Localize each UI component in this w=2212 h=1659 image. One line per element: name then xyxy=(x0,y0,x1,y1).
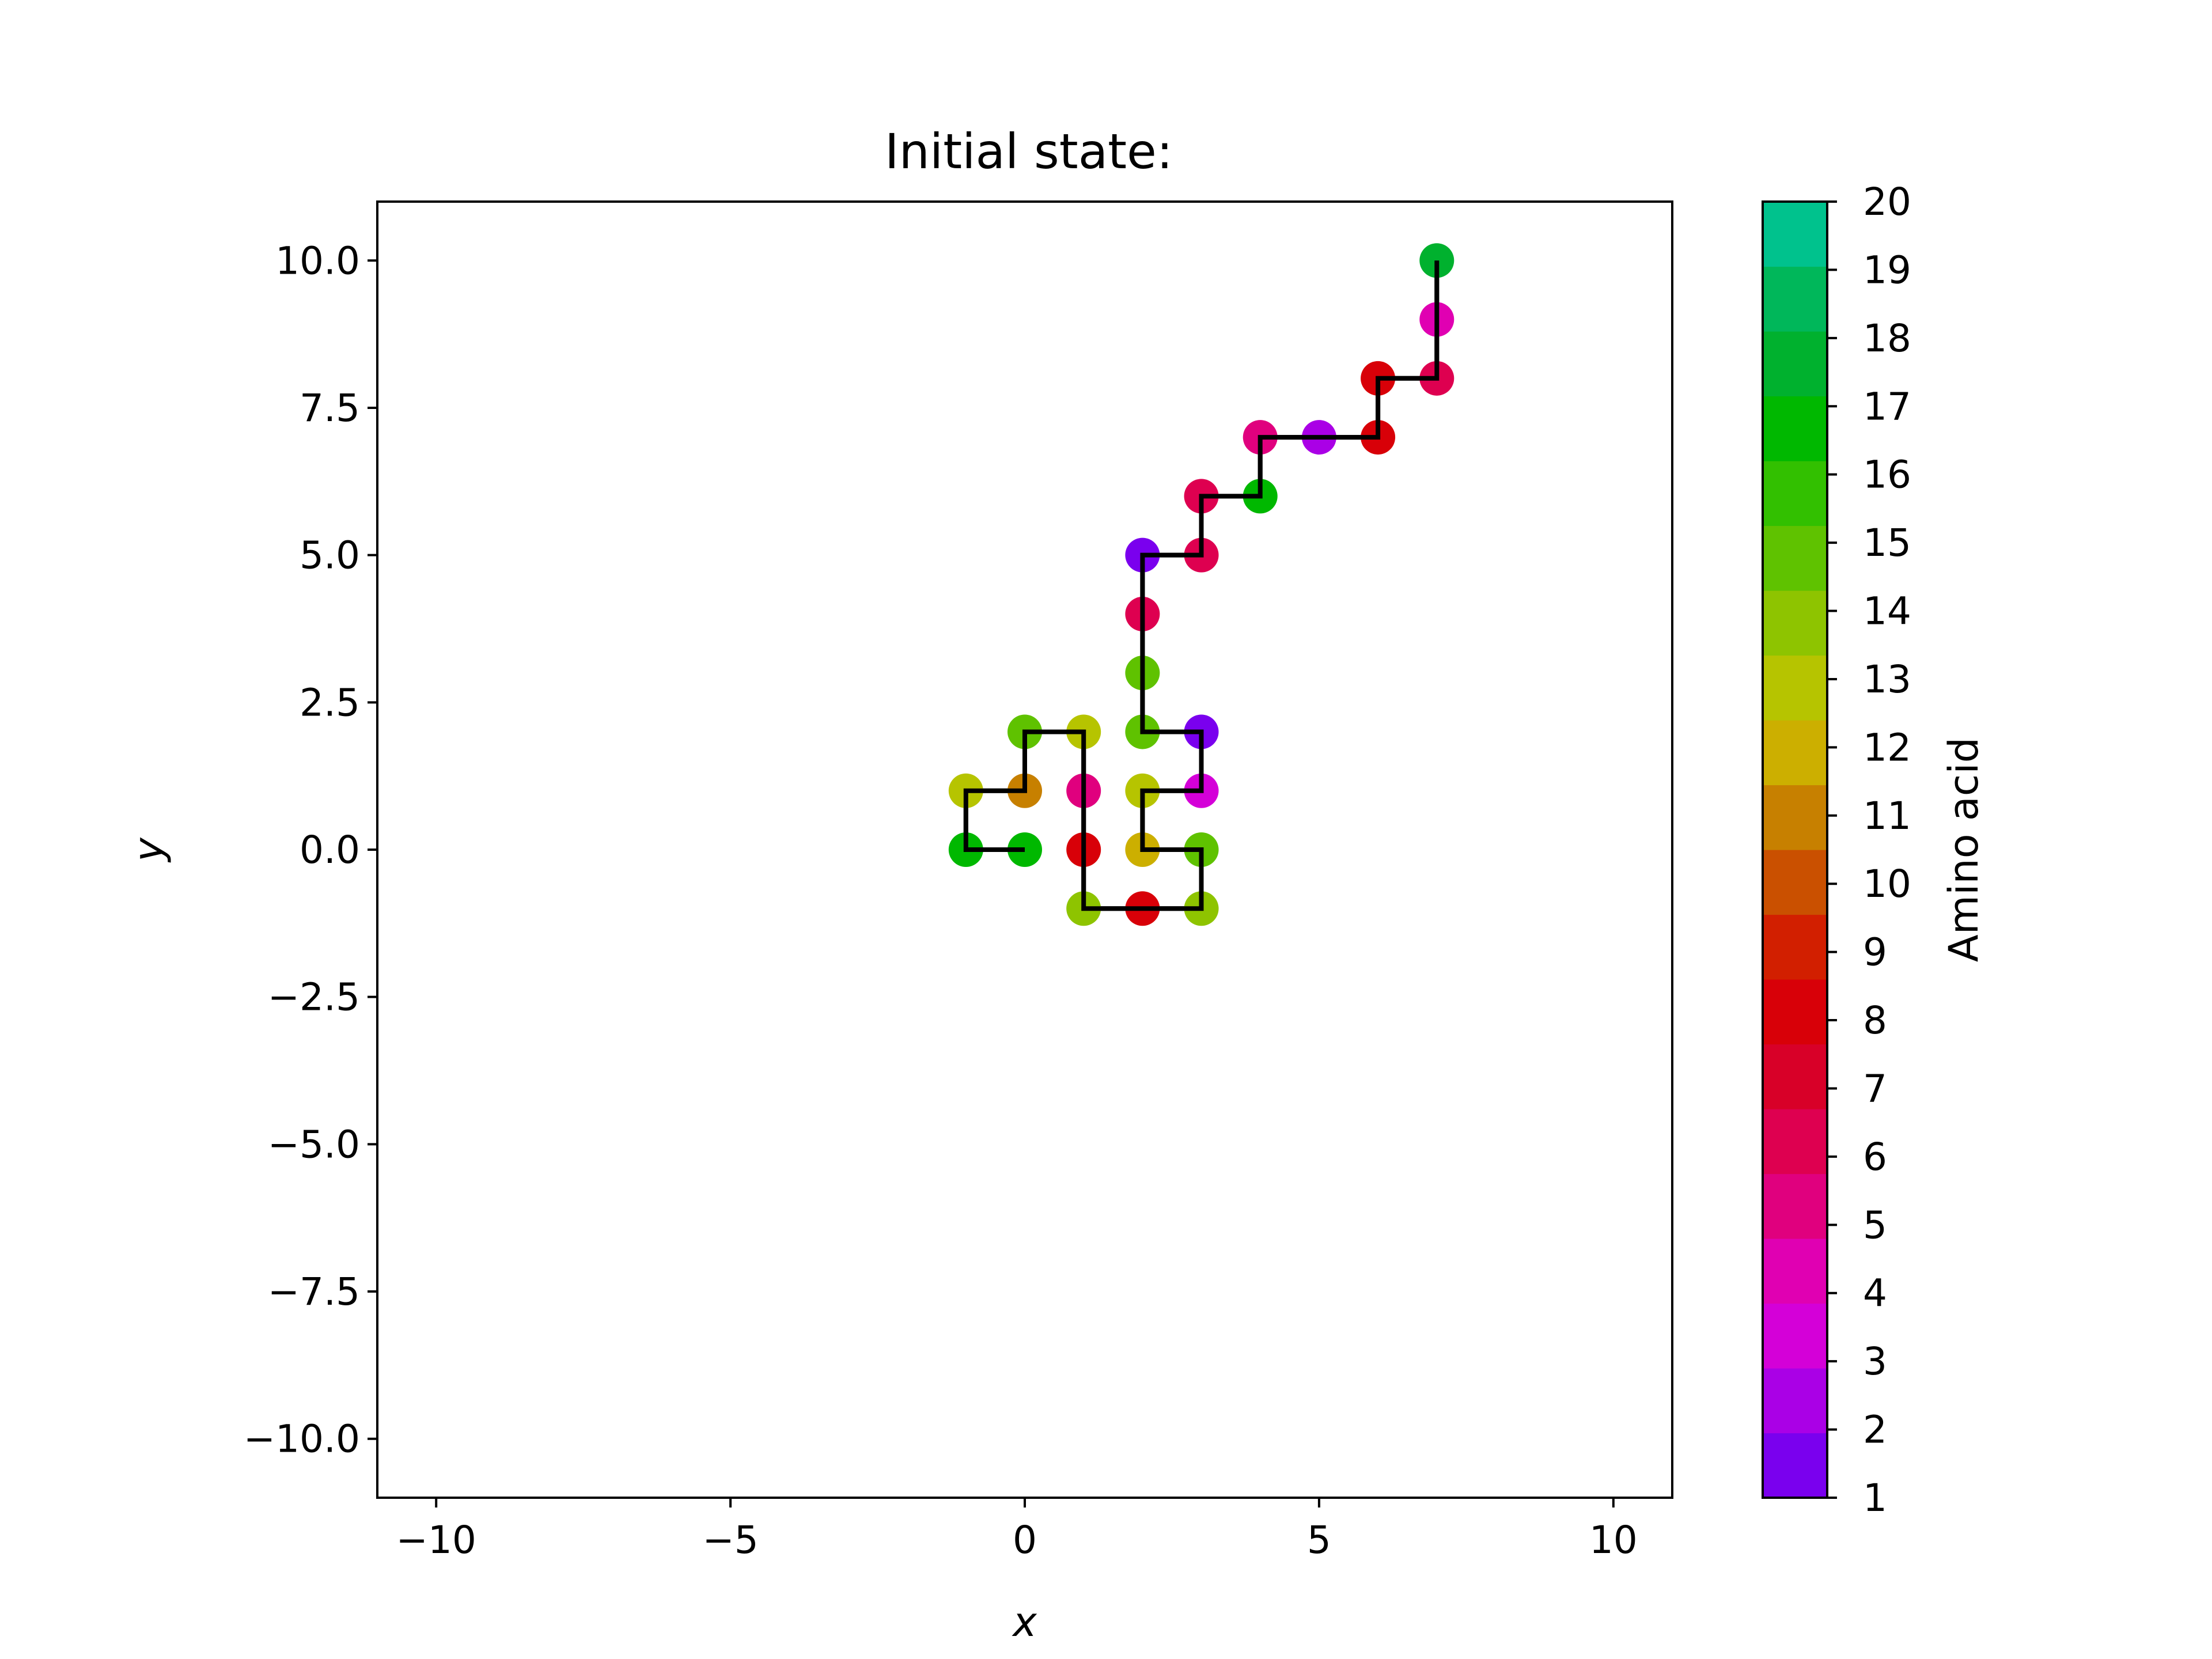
y-tick-label: 0.0 xyxy=(300,828,360,872)
colorbar-swatch xyxy=(1763,396,1827,461)
x-tick-label: 5 xyxy=(1307,1518,1331,1562)
colorbar-swatch xyxy=(1763,914,1827,980)
colorbar-tick-label: 15 xyxy=(1863,521,1911,565)
colorbar-swatch xyxy=(1763,1173,1827,1239)
y-tick-label: −10.0 xyxy=(244,1417,360,1461)
y-tick-label: −5.0 xyxy=(268,1122,360,1166)
chart-title: Initial state: xyxy=(885,123,1173,180)
y-tick-label: 2.5 xyxy=(300,680,360,725)
y-axis-label: y xyxy=(125,837,172,863)
colorbar-swatch xyxy=(1763,720,1827,786)
colorbar-tick-label: 16 xyxy=(1863,453,1911,497)
x-axis: −10 −5 0 5 10 xyxy=(396,1498,1638,1562)
colorbar-tick-label: 9 xyxy=(1863,930,1887,975)
colorbar-swatch xyxy=(1763,655,1827,721)
y-tick-label: 7.5 xyxy=(300,386,360,430)
colorbar-swatch xyxy=(1763,461,1827,527)
colorbar-tick-label: 19 xyxy=(1863,248,1911,292)
y-tick-label: −7.5 xyxy=(268,1270,360,1314)
colorbar-swatch xyxy=(1763,590,1827,656)
colorbar-tick-label: 20 xyxy=(1863,180,1911,224)
colorbar-swatch xyxy=(1763,202,1827,267)
colorbar-tick-label: 4 xyxy=(1863,1271,1887,1316)
colorbar-tick-label: 11 xyxy=(1863,794,1911,838)
colorbar-tick-label: 13 xyxy=(1863,657,1911,702)
residue-points-layer xyxy=(948,243,1455,926)
residue-point xyxy=(1419,243,1455,278)
colorbar-label: Amino acid xyxy=(1940,737,1987,962)
colorbar-tick-label: 12 xyxy=(1863,725,1911,770)
colorbar-swatch xyxy=(1763,1109,1827,1175)
x-tick-label: 10 xyxy=(1589,1518,1638,1562)
colorbar-frame xyxy=(1762,200,1828,1499)
colorbar-tick-label: 14 xyxy=(1863,589,1911,634)
colorbar-swatches xyxy=(1763,202,1827,1498)
colorbar-tick-label: 8 xyxy=(1863,998,1887,1043)
colorbar-swatch xyxy=(1763,1303,1827,1369)
y-tick-label: 5.0 xyxy=(300,533,360,578)
colorbar-tick-label: 1 xyxy=(1863,1476,1887,1520)
colorbar-tick-label: 3 xyxy=(1863,1339,1887,1384)
colorbar-tick-label: 10 xyxy=(1863,862,1911,906)
colorbar-swatch xyxy=(1763,331,1827,397)
y-axis: −10.0 −7.5 −5.0 −2.5 0.0 2.5 5.0 7.5 10.0 xyxy=(244,238,377,1461)
colorbar-swatch xyxy=(1763,785,1827,850)
colorbar-swatch xyxy=(1763,1368,1827,1434)
x-tick-label: −10 xyxy=(396,1518,476,1562)
colorbar-swatch xyxy=(1763,266,1827,332)
x-tick-label: 0 xyxy=(1013,1518,1037,1562)
colorbar-tick-label: 5 xyxy=(1863,1203,1887,1247)
colorbar-tick-label: 2 xyxy=(1863,1408,1887,1452)
colorbar-tick-label: 6 xyxy=(1863,1135,1887,1179)
colorbar-swatch xyxy=(1763,1044,1827,1109)
colorbar-tick-label: 7 xyxy=(1863,1066,1887,1111)
y-tick-label: 10.0 xyxy=(275,238,360,283)
x-tick-label: −5 xyxy=(702,1518,758,1562)
colorbar-swatch xyxy=(1763,850,1827,915)
colorbar-swatch xyxy=(1763,1433,1827,1498)
y-tick-label: −2.5 xyxy=(268,975,360,1020)
colorbar-tick-label: 18 xyxy=(1863,316,1911,361)
colorbar-swatch xyxy=(1763,525,1827,591)
colorbar-tick-label: 17 xyxy=(1863,384,1911,429)
colorbar-swatch xyxy=(1763,979,1827,1045)
x-axis-label: x xyxy=(1012,1599,1037,1646)
colorbar-swatch xyxy=(1763,1238,1827,1304)
chain-line-overlay xyxy=(963,260,1440,911)
